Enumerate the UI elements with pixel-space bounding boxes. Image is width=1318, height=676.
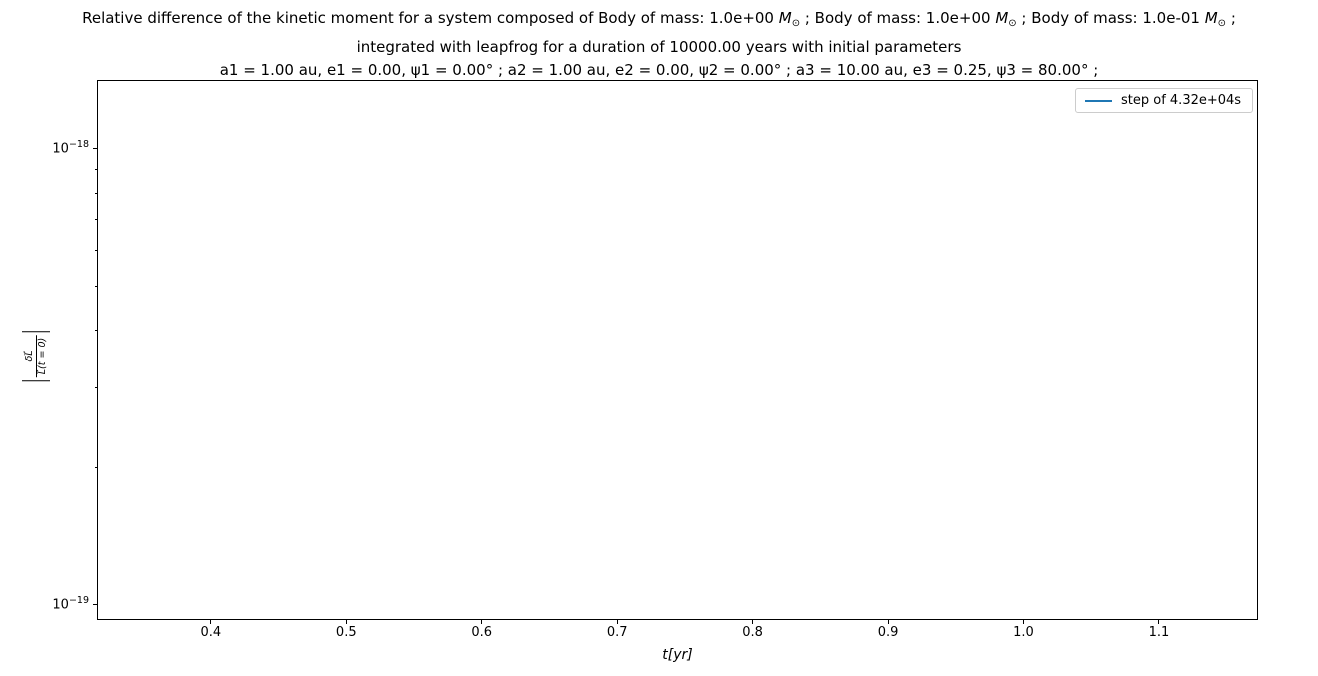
x-tick-label: 1.1 [1148,625,1170,640]
y-minor-tick-mark [95,192,97,194]
y-axis-label: δL⃗ L⃗(t = 0) [22,330,50,382]
y-minor-tick-mark [95,249,97,251]
solar-mass-subscript: ⊙ [1217,18,1227,29]
abs-bar-left [22,380,50,382]
x-tick-mark [481,620,483,624]
y-minor-tick-mark [95,285,97,287]
x-tick-label: 1.0 [1013,625,1034,640]
title-text-segment: ; Body of mass: 1.0e-01 [1016,9,1205,27]
y-label-numerator: δL⃗ [24,350,36,362]
x-tick-label: 0.4 [200,625,222,640]
x-tick-mark [752,620,754,624]
solar-mass-symbol: M [995,9,1009,27]
title-text-segment: Relative difference of the kinetic momen… [82,9,779,27]
y-tick-mark [93,148,97,150]
plot-title-line1: Relative difference of the kinetic momen… [0,7,1318,36]
legend-label: step of 4.32e+04s [1121,93,1242,108]
abs-bar-right [22,330,50,332]
solar-mass-subscript: ⊙ [1008,18,1017,29]
y-minor-tick-mark [95,466,97,468]
x-tick-mark [616,620,618,624]
x-tick-mark [1022,620,1024,624]
y-minor-tick-mark [95,386,97,388]
title-text-segment: ; [1226,9,1236,27]
y-tick-base: 10 [52,596,69,612]
legend-line-icon [1085,99,1112,102]
y-minor-tick-mark [95,169,97,171]
solar-mass-subscript: ⊙ [791,18,801,29]
x-axis-label: t[yr] [662,647,693,663]
plot-title-line2: integrated with leapfrog for a duration … [356,37,962,56]
y-tick-label: 10−18 [29,139,89,156]
x-tick-label: 0.5 [335,625,357,640]
x-tick-label: 0.9 [877,625,899,640]
legend: step of 4.32e+04s [1075,88,1253,113]
y-tick-base: 10 [52,141,69,157]
plot-title-line3: a1 = 1.00 au, e1 = 0.00, ψ1 = 0.00° ; a2… [219,61,1099,79]
x-tick-mark [887,620,889,624]
y-tick-label: 10−19 [29,595,89,612]
x-tick-mark [210,620,212,624]
y-tick-exponent: −19 [68,594,89,606]
plot-area [97,80,1258,620]
y-label-denominator: L⃗(t = 0) [35,334,48,378]
title-text-segment: ; Body of mass: 1.0e+00 [800,9,996,27]
y-tick-mark [93,604,97,606]
plot-title: Relative difference of the kinetic momen… [0,7,1318,83]
solar-mass-symbol: M [778,9,792,27]
y-minor-tick-mark [95,219,97,221]
y-tick-exponent: −18 [68,138,89,150]
x-tick-label: 0.8 [742,625,763,640]
x-tick-label: 0.7 [606,625,628,640]
y-minor-tick-mark [95,329,97,331]
x-tick-mark [345,620,347,624]
x-tick-mark [1158,620,1160,624]
y-label-fraction: δL⃗ L⃗(t = 0) [24,334,48,378]
x-tick-label: 0.6 [471,625,493,640]
solar-mass-symbol: M [1204,9,1218,27]
